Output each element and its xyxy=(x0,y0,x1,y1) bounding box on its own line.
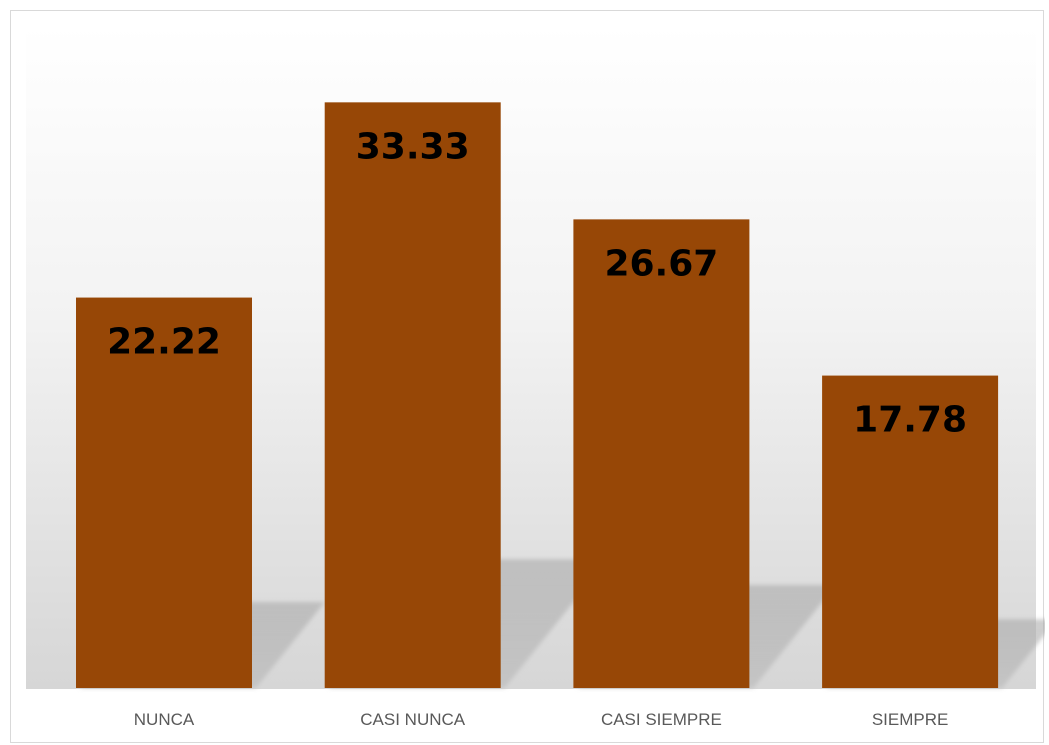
chart-area: 22.22 33.33 26.67 17.78 NUNCA CASI NUNCA CASI… xyxy=(10,10,1045,743)
data-label-casi-nunca: 33.33 xyxy=(356,126,470,167)
bar-casi-nunca xyxy=(324,102,501,688)
data-labels: 22.22 33.33 26.67 17.78 xyxy=(107,126,967,440)
bar-casi-siempre xyxy=(573,219,750,688)
bar-siempre xyxy=(822,375,999,688)
x-tick-label-casi-siempre: CASI SIEMPRE xyxy=(601,710,722,729)
bars xyxy=(76,102,999,688)
bar-nunca xyxy=(76,297,252,688)
x-axis-ticks: NUNCA CASI NUNCA CASI SIEMPRE SIEMPRE xyxy=(134,710,949,729)
data-label-casi-siempre: 26.67 xyxy=(604,243,718,284)
x-tick-label-nunca: NUNCA xyxy=(134,710,195,729)
bar-chart: 22.22 33.33 26.67 17.78 NUNCA CASI NUNCA CASI… xyxy=(26,26,1045,729)
data-label-siempre: 17.78 xyxy=(853,400,967,441)
x-tick-label-siempre: SIEMPRE xyxy=(872,710,949,729)
x-tick-label-casi-nunca: CASI NUNCA xyxy=(360,710,466,729)
data-label-nunca: 22.22 xyxy=(107,322,221,363)
